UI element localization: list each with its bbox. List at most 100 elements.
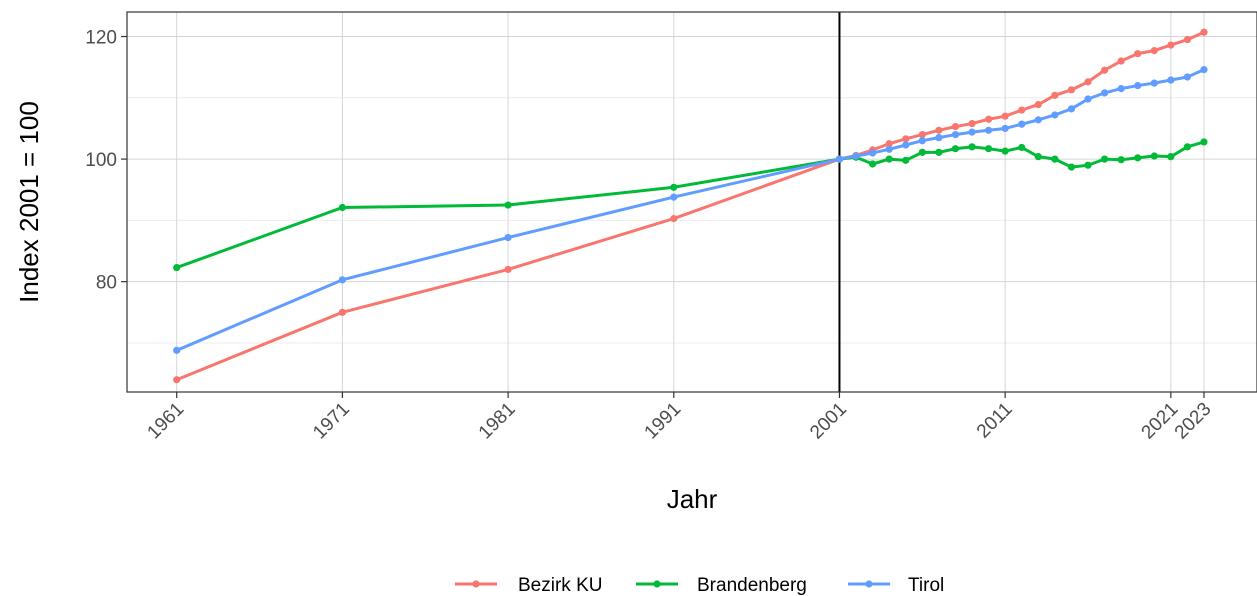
data-point — [835, 155, 844, 163]
data-point — [885, 140, 893, 148]
data-point — [869, 149, 877, 157]
data-point — [1067, 163, 1076, 171]
data-point — [1100, 66, 1109, 74]
data-point — [968, 128, 976, 136]
x-tick-label: 2021 — [1138, 399, 1183, 444]
x-tick-label: 1971 — [309, 399, 354, 444]
data-point — [1084, 78, 1092, 86]
legend-label: Tirol — [908, 575, 944, 596]
data-point — [1051, 91, 1059, 99]
minor-gridlines — [127, 97, 1257, 344]
series-line — [175, 30, 1206, 382]
y-tick-label: 80 — [96, 273, 117, 294]
legend-key-point — [653, 580, 661, 588]
series-brandenberg — [173, 138, 1208, 272]
data-point — [504, 233, 512, 242]
data-point — [670, 183, 678, 191]
data-point — [935, 126, 943, 134]
data-point — [902, 156, 910, 164]
data-point — [1084, 161, 1092, 169]
data-point — [984, 115, 993, 123]
data-point — [504, 265, 512, 274]
data-point — [935, 148, 943, 156]
data-point — [338, 203, 346, 212]
x-tick-label: 1961 — [143, 399, 188, 444]
data-point — [968, 143, 976, 151]
data-point — [670, 214, 678, 223]
y-axis-ticks: 80 100 120 — [85, 28, 127, 294]
y-axis-title: Index 2001 = 100 — [14, 101, 44, 303]
data-point — [338, 308, 346, 316]
data-point — [1117, 156, 1125, 164]
data-point — [173, 263, 181, 272]
data-point — [1183, 35, 1192, 44]
data-point — [885, 145, 893, 153]
data-point — [1001, 112, 1009, 120]
data-point — [918, 130, 926, 139]
data-point — [173, 376, 181, 384]
data-point — [1100, 89, 1109, 97]
x-tick-label: 2011 — [973, 399, 1017, 443]
data-point — [1167, 153, 1175, 161]
data-point — [984, 126, 993, 134]
data-point — [670, 193, 678, 201]
data-point — [1200, 138, 1208, 146]
data-point — [1134, 154, 1142, 162]
data-point — [1100, 155, 1109, 163]
data-point — [869, 160, 877, 168]
x-tick-label: 2001 — [806, 399, 851, 444]
data-point — [1051, 155, 1059, 163]
series-tirol — [173, 66, 1208, 354]
data-point — [1034, 116, 1042, 124]
data-point — [1183, 143, 1192, 151]
series-layer — [173, 28, 1208, 384]
data-point — [885, 155, 893, 163]
plot-panel-border — [126, 11, 1257, 393]
data-point — [1084, 95, 1092, 103]
legend-key-point — [865, 580, 873, 588]
data-point — [338, 276, 346, 284]
data-point — [1034, 153, 1042, 161]
data-point — [1001, 147, 1009, 155]
data-point — [935, 134, 943, 142]
data-point — [951, 145, 960, 153]
x-tick-label: 1981 — [475, 399, 520, 444]
legend-key-point — [472, 580, 480, 588]
legend-label: Bezirk KU — [518, 575, 602, 596]
data-point — [1167, 76, 1175, 84]
data-point — [1034, 100, 1042, 109]
data-point — [902, 141, 910, 149]
data-point — [852, 152, 860, 160]
data-point — [1018, 143, 1026, 152]
data-point — [1134, 81, 1142, 90]
data-point — [1150, 47, 1158, 55]
major-gridlines — [127, 12, 1257, 392]
data-point — [1150, 79, 1158, 87]
y-tick-label: 100 — [85, 150, 117, 171]
data-point — [918, 148, 926, 156]
x-axis-title: Jahr — [667, 484, 718, 514]
data-point — [951, 130, 960, 139]
y-tick-label: 120 — [85, 28, 117, 49]
series-line — [175, 68, 1206, 352]
legend-item-tirol: Tirol — [848, 575, 944, 596]
data-point — [1134, 50, 1142, 58]
data-point — [1067, 86, 1076, 94]
legend: Bezirk KU Brandenberg Tirol — [455, 575, 944, 596]
data-point — [902, 135, 910, 143]
legend-item-brandenberg: Brandenberg — [636, 575, 807, 596]
data-point — [1067, 105, 1076, 113]
x-tick-label: 2023 — [1171, 399, 1216, 444]
data-point — [504, 201, 512, 209]
data-point — [1200, 66, 1208, 74]
data-point — [1018, 106, 1026, 114]
legend-item-bezirk-ku: Bezirk KU — [455, 575, 602, 596]
legend-label: Brandenberg — [697, 575, 807, 596]
data-point — [1167, 41, 1175, 49]
data-point — [968, 119, 976, 128]
data-point — [984, 145, 993, 153]
data-point — [918, 137, 926, 145]
data-point — [1183, 73, 1192, 81]
